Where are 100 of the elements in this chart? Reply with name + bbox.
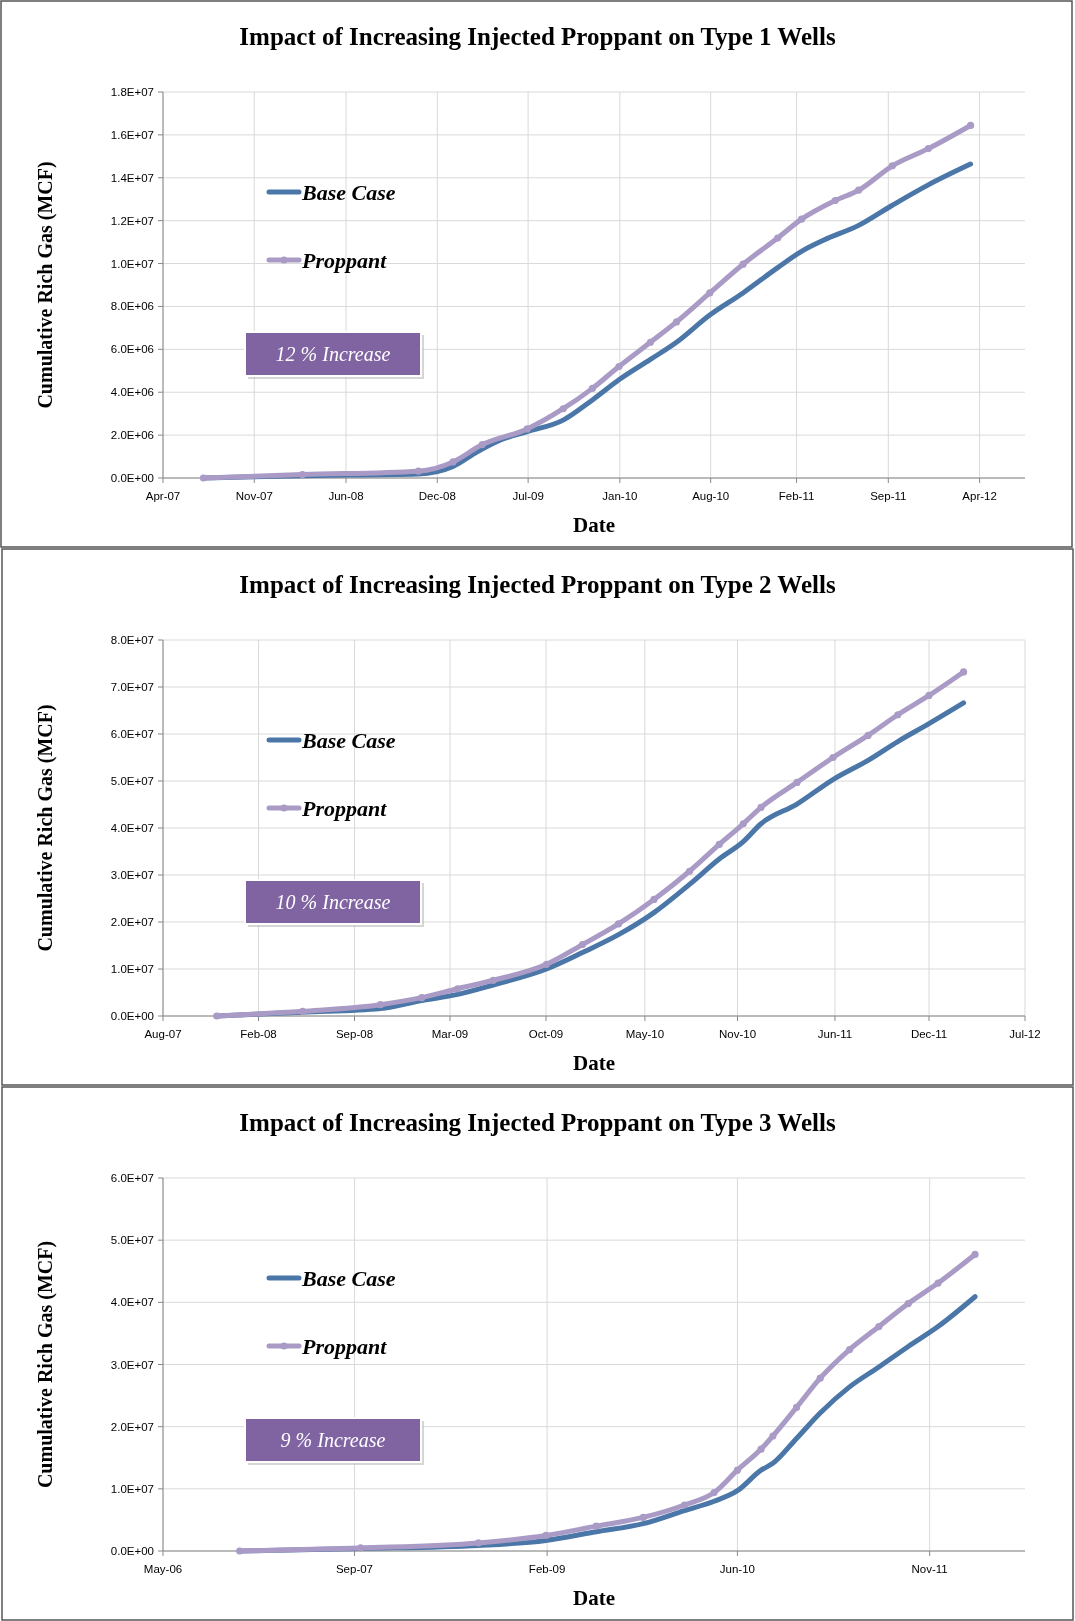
chart-title: Impact of Increasing Injected Proppant on Type 3 Wells: [239, 1109, 836, 1136]
y-tick-label: 5.0E+07: [110, 1234, 154, 1247]
point: [199, 474, 208, 482]
point: [831, 196, 839, 205]
y-tick-label: 1.4E+07: [110, 171, 154, 184]
y-tick-label: 0.0E+00: [110, 1010, 154, 1023]
y-tick-label: 4.0E+06: [110, 386, 154, 399]
y-tick-label: 8.0E+07: [110, 634, 154, 647]
x-tick-label: Jul-09: [512, 490, 544, 502]
legend-label: Proppant: [301, 1333, 388, 1359]
point: [715, 840, 723, 849]
point: [650, 895, 658, 904]
annotation: 12 % Increase: [275, 343, 391, 365]
point: [894, 711, 902, 719]
point: [299, 1007, 307, 1015]
point: [356, 1544, 365, 1552]
legend-label: Proppant: [301, 795, 388, 821]
y-tick-label: 8.0E+06: [110, 300, 154, 313]
x-tick-label: May-06: [143, 1563, 183, 1575]
x-tick-label: Sep-11: [870, 490, 907, 502]
point: [757, 803, 765, 811]
y-tick-label: 7.0E+07: [110, 681, 154, 694]
legend-label: Base Case: [301, 179, 396, 205]
point: [542, 1531, 550, 1540]
x-tick-label: Mar-09: [431, 1028, 469, 1040]
x-tick-label: Aug-10: [692, 490, 730, 502]
point: [855, 186, 863, 194]
x-tick-label: Sep-07: [335, 1563, 374, 1575]
x-tick-label: Nov-07: [235, 490, 273, 502]
point: [685, 867, 694, 875]
x-tick-label: Apr-12: [962, 490, 997, 502]
y-axis-title: Cumulative Rich Gas (MCF): [34, 161, 57, 409]
point: [739, 820, 747, 828]
y-tick-label: 4.0E+07: [110, 1296, 154, 1309]
y-tick-label: 1.0E+07: [110, 257, 154, 270]
point: [559, 405, 567, 413]
point: [888, 162, 896, 170]
y-tick-label: 6.0E+07: [110, 1172, 154, 1185]
point: [793, 778, 801, 787]
point: [904, 1299, 912, 1308]
point: [829, 753, 837, 762]
legend-label: Base Case: [301, 727, 396, 753]
point: [680, 1501, 688, 1509]
y-tick-label: 1.0E+07: [110, 963, 154, 976]
chart-title: Impact of Increasing Injected Proppant on Type 1 Wells: [239, 23, 836, 50]
y-tick-label: 2.0E+06: [110, 429, 154, 442]
callout-box: 12 % Increase: [244, 331, 424, 379]
point: [739, 260, 747, 268]
legend-label: Proppant: [301, 247, 388, 273]
point: [542, 960, 551, 968]
point: [478, 440, 486, 449]
point: [792, 1403, 801, 1411]
point: [588, 384, 597, 392]
x-axis-title: Date: [573, 1051, 615, 1075]
y-tick-label: 1.0E+07: [110, 1482, 154, 1495]
point: [614, 920, 623, 928]
x-tick-label: Oct-09: [528, 1028, 564, 1040]
x-tick-label: Nov-10: [718, 1028, 757, 1040]
point: [757, 1445, 765, 1453]
x-tick-label: Nov-11: [911, 1563, 948, 1575]
x-tick-label: Jun-08: [328, 490, 364, 502]
point: [710, 1488, 718, 1497]
x-tick-label: May-10: [625, 1028, 665, 1040]
x-tick-label: Apr-07: [145, 490, 181, 502]
y-tick-label: 0.0E+00: [110, 472, 154, 485]
y-tick-label: 2.0E+07: [110, 1420, 154, 1433]
point: [864, 731, 872, 740]
y-tick-label: 5.0E+07: [110, 775, 154, 788]
point: [376, 1001, 385, 1009]
x-tick-label: Feb-09: [528, 1563, 566, 1575]
point: [418, 994, 426, 1002]
y-tick-label: 3.0E+07: [110, 1358, 154, 1371]
y-tick-label: 4.0E+07: [110, 822, 154, 835]
y-axis-title: Cumulative Rich Gas (MCF): [34, 1240, 57, 1489]
point: [845, 1345, 854, 1354]
x-tick-label: Jul-12: [1009, 1028, 1041, 1040]
point: [615, 362, 623, 371]
callout-box: 10 % Increase: [244, 879, 424, 927]
point: [523, 425, 531, 433]
point: [797, 215, 806, 223]
x-tick-label: Jun-10: [719, 1563, 755, 1575]
point: [971, 1250, 979, 1259]
point: [925, 691, 933, 700]
y-axis-title: Cumulative Rich Gas (MCF): [34, 704, 57, 952]
chart-title: Impact of Increasing Injected Proppant on Type 2 Wells: [239, 571, 836, 598]
x-tick-label: Feb-08: [240, 1028, 277, 1040]
y-tick-label: 0.0E+00: [110, 1545, 154, 1558]
y-tick-label: 3.0E+07: [110, 869, 154, 882]
point: [639, 1513, 647, 1522]
callout-box: 9 % Increase: [244, 1417, 424, 1465]
x-tick-label: Jan-10: [602, 490, 638, 502]
point: [774, 234, 782, 242]
point: [733, 1466, 742, 1474]
y-tick-label: 1.2E+07: [110, 214, 154, 227]
y-tick-label: 1.8E+07: [110, 86, 154, 99]
y-tick-label: 2.0E+07: [110, 916, 154, 929]
point: [489, 976, 497, 984]
point: [236, 1547, 244, 1555]
point: [706, 289, 714, 297]
point: [934, 1279, 942, 1287]
